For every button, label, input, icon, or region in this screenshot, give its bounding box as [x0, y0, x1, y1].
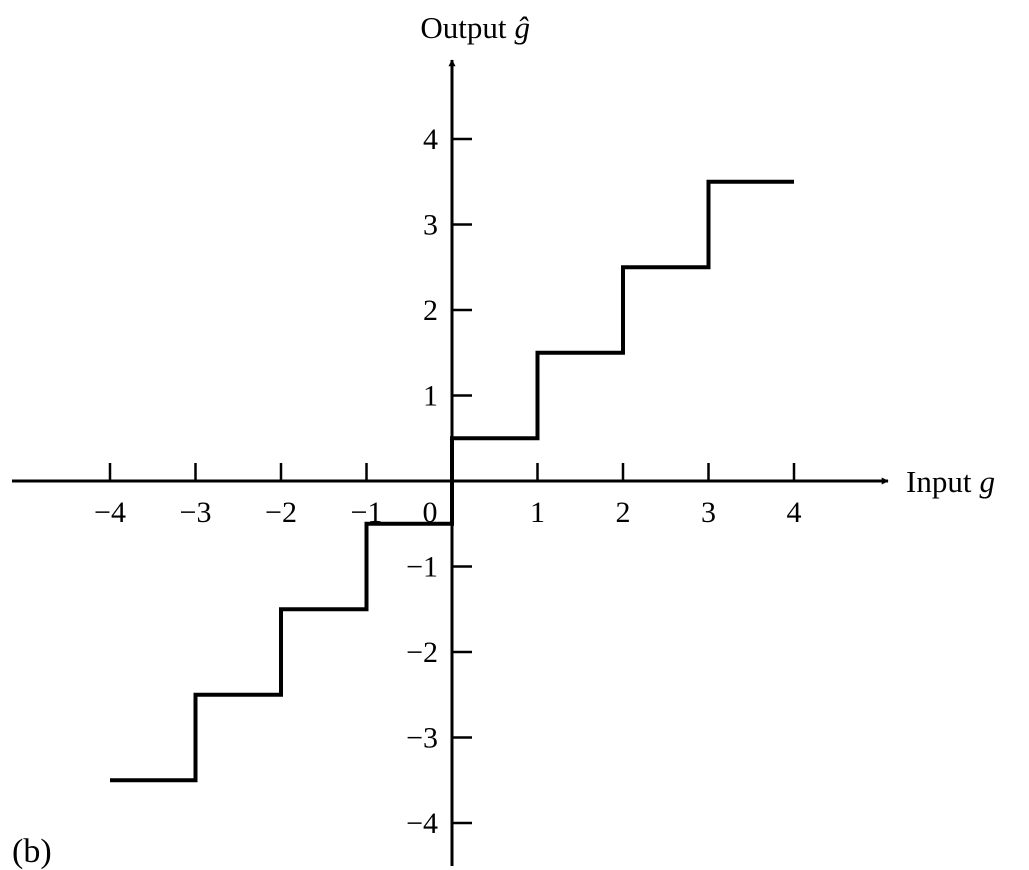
y-tick-label: 3	[423, 209, 438, 242]
y-axis-label: Output ĝ	[420, 10, 530, 45]
y-tick-label: −1	[406, 551, 438, 584]
x-tick-label: 0	[423, 496, 438, 529]
quantizer-step-line	[110, 179, 794, 783]
x-tick-label: −3	[180, 496, 212, 529]
y-tick-label: 1	[423, 380, 438, 413]
x-tick-label: 3	[701, 496, 716, 529]
y-tick-label: −2	[406, 636, 438, 669]
x-tick-label: 4	[787, 496, 802, 529]
x-tick-label: 2	[616, 496, 631, 529]
x-axis-label: Input g	[906, 464, 995, 499]
y-tick-label: −4	[406, 807, 438, 840]
x-tick-label: −2	[265, 496, 297, 529]
axis-ticks	[108, 137, 796, 825]
y-tick-label: 4	[423, 123, 438, 156]
x-tick-label: 1	[530, 496, 545, 529]
series-group	[110, 179, 794, 783]
panel-label: (b)	[12, 833, 52, 870]
x-tick-label: −4	[94, 496, 126, 529]
y-tick-label: 2	[423, 294, 438, 327]
y-tick-label: −3	[406, 722, 438, 755]
